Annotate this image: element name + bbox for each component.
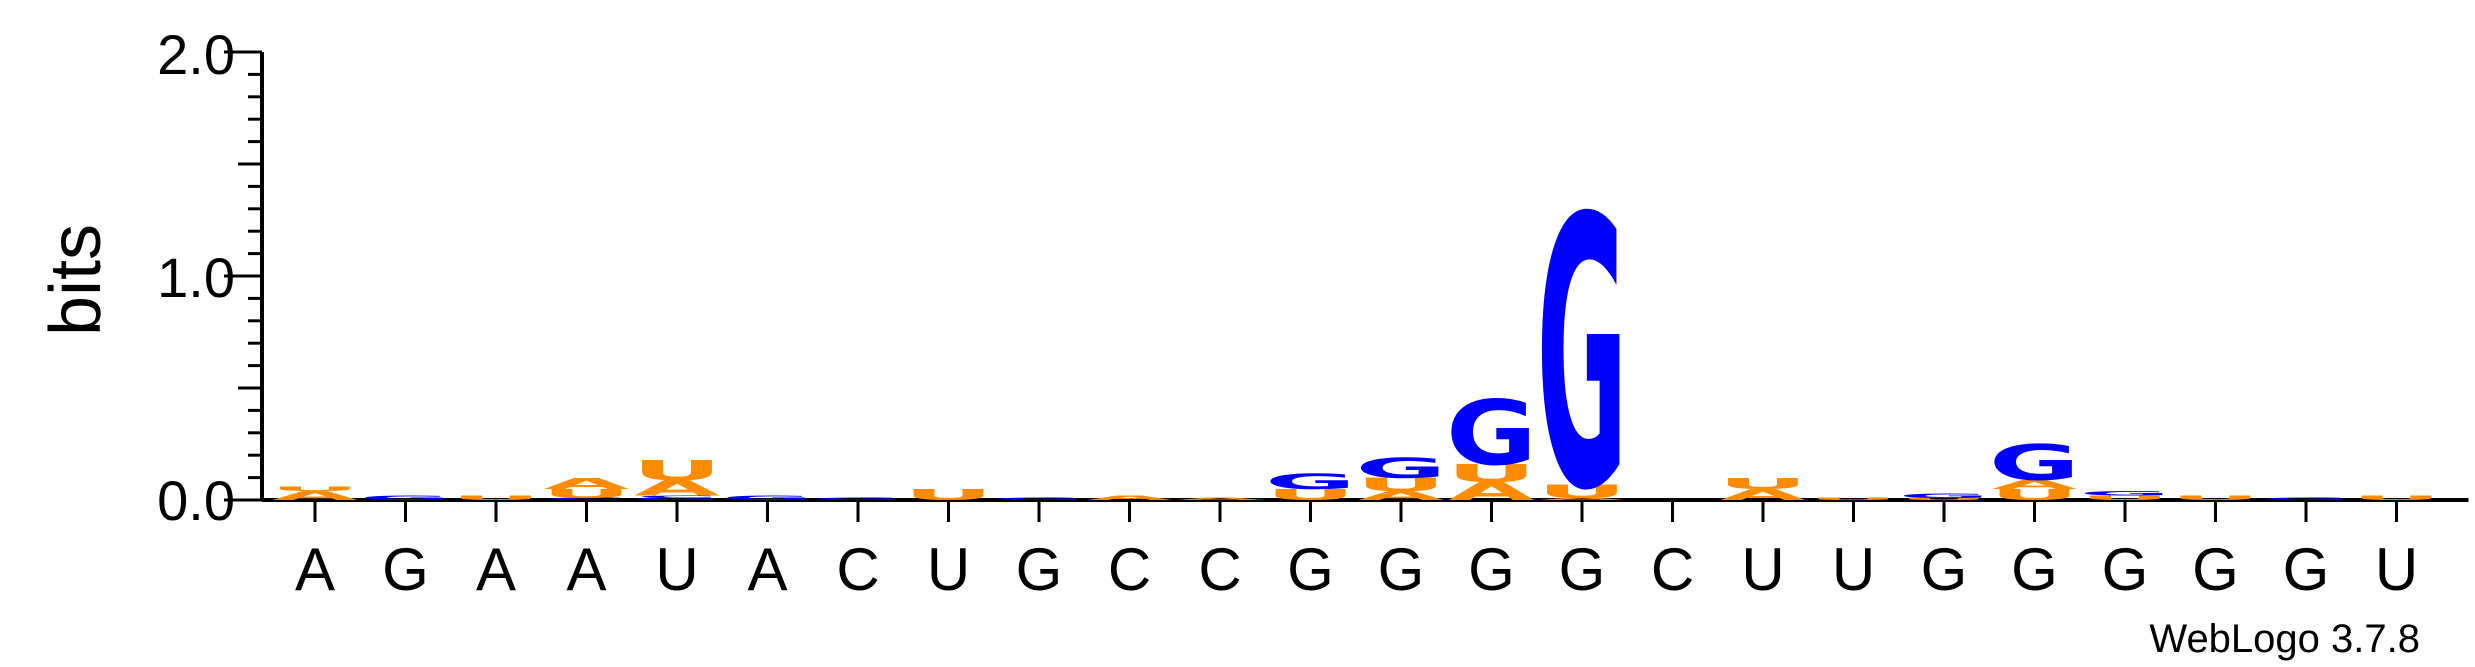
position-label: C — [1108, 536, 1151, 603]
logo-letter: U — [903, 486, 993, 504]
logo-letter: U — [270, 485, 360, 492]
position-label: U — [1741, 536, 1784, 603]
logo-letter: U — [1537, 481, 1627, 502]
position-label: G — [1016, 536, 1063, 603]
logo-letter: G — [2260, 497, 2351, 501]
logo-letter: G — [1536, 140, 1627, 572]
logo-letter: G — [993, 497, 1084, 501]
logo-letter: G — [2079, 490, 2170, 497]
position-label: C — [1198, 536, 1241, 603]
logo-letter: U — [1899, 497, 1989, 501]
logo-letter: A — [1720, 486, 1806, 504]
logo-letter: U — [2170, 494, 2260, 501]
logo-letter: U — [1265, 486, 1355, 504]
logo-letter: U — [1446, 459, 1536, 488]
logo-letter: U — [1808, 497, 1898, 501]
logo-letter: G — [1989, 435, 2080, 492]
y-tick-label: 0.0 — [157, 469, 235, 532]
y-tick-label: 2.0 — [157, 23, 235, 86]
logo-letter: U — [541, 486, 631, 500]
position-label: A — [476, 536, 516, 603]
logo-letter: A — [1992, 477, 2078, 491]
logo-letter: U — [2080, 494, 2170, 501]
position-label: C — [1651, 536, 1694, 603]
position-label: G — [1468, 536, 1515, 603]
logo-letter: G — [360, 494, 451, 501]
position-label: G — [1378, 536, 1425, 603]
position-label: G — [2011, 536, 2058, 603]
position-label: G — [2102, 536, 2149, 603]
position-label: G — [1559, 536, 1606, 603]
logo-letter: G — [1898, 492, 1989, 499]
position-label: G — [1287, 536, 1334, 603]
logo-letter: A — [272, 489, 358, 503]
logo-letter: G — [812, 497, 903, 501]
position-label: U — [927, 536, 970, 603]
position-label: A — [566, 536, 606, 603]
logo-letter: G — [1446, 382, 1537, 485]
y-tick-label: 1.0 — [157, 246, 235, 309]
logo-letter: A — [1449, 477, 1535, 506]
logo-letter: U — [1718, 474, 1808, 492]
logo-letter: A — [1177, 497, 1263, 501]
position-label: G — [382, 536, 429, 603]
logo-letter: U — [451, 494, 541, 501]
weblogo-credit: WebLogo 3.7.8 — [2149, 617, 2420, 661]
logo-letter: A — [634, 476, 720, 501]
position-label: G — [2192, 536, 2239, 603]
position-label: A — [295, 536, 335, 603]
logo-letter: U — [632, 455, 722, 487]
position-label: U — [655, 536, 698, 603]
axes — [224, 50, 2469, 522]
logo-letter: A — [1539, 497, 1625, 501]
position-label: U — [1832, 536, 1875, 603]
logo-letter: U — [1989, 486, 2079, 504]
logo-letter: C — [546, 497, 628, 501]
logo-letter: A — [1087, 494, 1173, 501]
logo-letter: U — [1356, 474, 1446, 495]
position-label: G — [2283, 536, 2330, 603]
logo-letter: G — [722, 494, 813, 501]
logo-letter: G — [631, 497, 722, 501]
y-axis-label: bits — [36, 224, 116, 336]
logo-letter: A — [544, 474, 630, 492]
position-label: A — [747, 536, 787, 603]
logo-letter: G — [1355, 452, 1446, 484]
logo-letter: A — [1358, 489, 1444, 503]
position-label: G — [1921, 536, 1968, 603]
position-label: U — [2375, 536, 2418, 603]
position-label: C — [836, 536, 879, 603]
logo-letter: C — [636, 495, 718, 499]
logo-letter: G — [1265, 469, 1356, 494]
logo-letter: U — [2351, 494, 2441, 501]
